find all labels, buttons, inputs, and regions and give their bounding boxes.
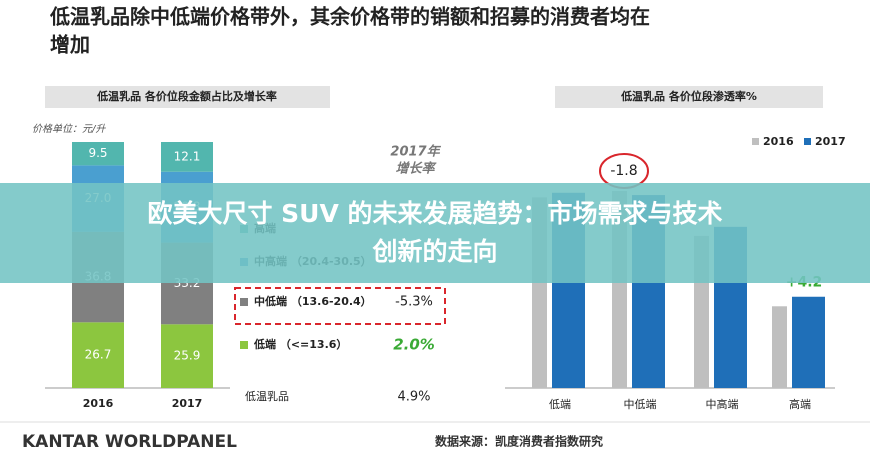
bar	[792, 296, 825, 388]
x-tick-label: 高端	[789, 397, 811, 411]
legend-swatch	[240, 341, 248, 349]
chart-title: 低温乳品 各价位段渗透率%	[620, 89, 757, 103]
legend-label: 中低端 （13.6-20.4）	[254, 294, 372, 308]
total-label: 低温乳品	[245, 390, 289, 403]
growth-label: -5.3%	[395, 295, 433, 310]
unit: 价格单位：元/升	[32, 123, 106, 135]
x-tick-label: 2017	[172, 397, 203, 410]
legend-swatch	[804, 138, 811, 145]
title: 增加	[50, 33, 90, 57]
legend-label: 2016	[763, 135, 794, 148]
bar-segment	[161, 142, 213, 172]
legend-label: 2017	[815, 135, 846, 148]
banner-line: 创新的走向	[372, 237, 498, 266]
x-tick-label: 低端	[549, 398, 571, 411]
change-label: -1.8	[610, 163, 637, 179]
header-bar	[555, 86, 823, 108]
brand: KANTAR WORLDPANEL	[22, 432, 237, 452]
data-label: 12.1	[174, 149, 201, 163]
bar-segment	[72, 142, 124, 166]
chart-title: 低温乳品 各价位段金额占比及增长率	[96, 89, 277, 103]
data-label: 9.5	[88, 146, 107, 160]
data-label: 26.7	[85, 348, 112, 362]
legend-label: 低端 （<=13.6）	[253, 337, 347, 351]
bar-segment	[72, 322, 124, 388]
x-tick-label: 2016	[83, 397, 114, 410]
bar	[772, 306, 787, 388]
x-tick-label: 中高端	[706, 397, 739, 411]
growth-label: 2.0%	[393, 336, 435, 354]
growth-label: 4.9%	[397, 390, 430, 405]
legend-swatch	[752, 138, 759, 145]
banner: 欧美大尺寸 SUV 的未来发展趋势：市场需求与技术 创新的走向	[0, 183, 870, 283]
header-bar	[45, 86, 330, 108]
highlight-box	[234, 287, 446, 325]
data-label: 25.9	[174, 349, 201, 363]
x-tick-label: 中低端	[624, 398, 657, 411]
title: 低温乳品除中低端价格带外，其余价格带的销额和招募的消费者均在	[49, 5, 650, 29]
legend-swatch	[240, 298, 248, 306]
banner-line: 欧美大尺寸 SUV 的未来发展趋势：市场需求与技术	[147, 199, 723, 228]
growth-title: 2017年	[390, 144, 441, 160]
bar-segment	[161, 324, 213, 388]
growth-title: 增长率	[395, 161, 437, 177]
source: 数据来源：凯度消费者指数研究	[435, 434, 603, 449]
